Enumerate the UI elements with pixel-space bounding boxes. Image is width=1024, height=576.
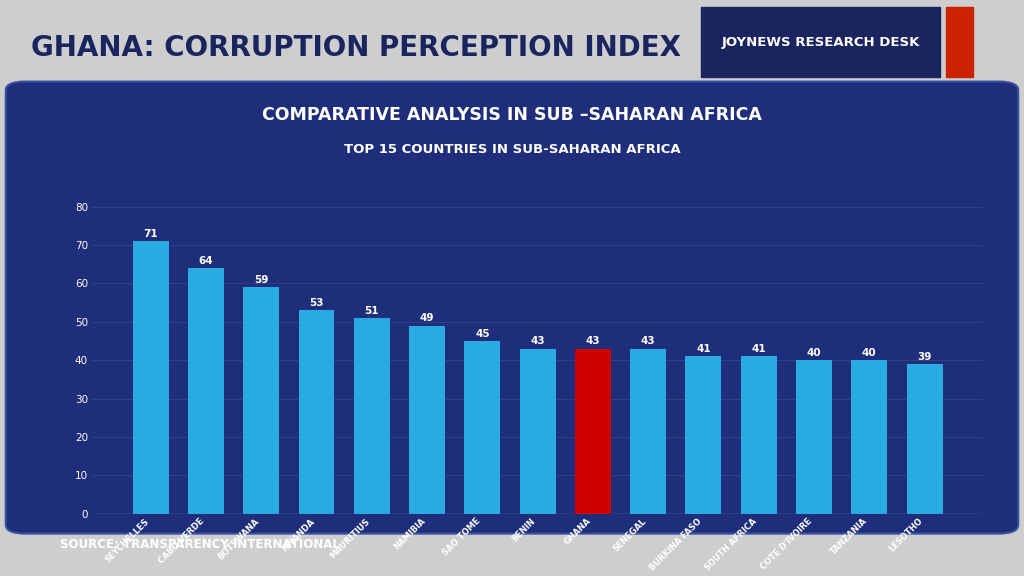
Bar <box>796 360 831 514</box>
Text: 41: 41 <box>752 344 766 354</box>
Text: 40: 40 <box>807 348 821 358</box>
Bar <box>244 287 280 514</box>
Text: COMPARATIVE ANALYSIS IN SUB –SAHARAN AFRICA: COMPARATIVE ANALYSIS IN SUB –SAHARAN AFR… <box>262 105 762 124</box>
Bar <box>409 325 445 514</box>
Bar <box>188 268 224 514</box>
Bar <box>299 310 335 514</box>
Text: 64: 64 <box>199 256 213 266</box>
Bar <box>133 241 169 514</box>
FancyBboxPatch shape <box>946 7 973 77</box>
Text: 43: 43 <box>641 336 655 346</box>
Bar <box>574 348 611 514</box>
Text: 39: 39 <box>918 352 932 362</box>
Text: GHANA: CORRUPTION PERCEPTION INDEX: GHANA: CORRUPTION PERCEPTION INDEX <box>31 35 681 62</box>
Bar <box>685 357 722 514</box>
FancyBboxPatch shape <box>6 82 1018 533</box>
Bar <box>851 360 887 514</box>
Text: 49: 49 <box>420 313 434 323</box>
Text: SOURCE: TRANSPARENCY INTERNATIONAL: SOURCE: TRANSPARENCY INTERNATIONAL <box>59 537 340 551</box>
Text: 71: 71 <box>143 229 158 239</box>
Text: 59: 59 <box>254 275 268 285</box>
Text: POWERED BY: POWERED BY <box>802 0 861 2</box>
Bar <box>353 318 390 514</box>
Bar <box>740 357 776 514</box>
Bar <box>630 348 667 514</box>
Bar <box>519 348 556 514</box>
Text: 43: 43 <box>530 336 545 346</box>
Text: 43: 43 <box>586 336 600 346</box>
Text: 41: 41 <box>696 344 711 354</box>
Text: 53: 53 <box>309 298 324 308</box>
Text: 40: 40 <box>862 348 877 358</box>
Text: TOP 15 COUNTRIES IN SUB-SAHARAN AFRICA: TOP 15 COUNTRIES IN SUB-SAHARAN AFRICA <box>344 143 680 156</box>
FancyBboxPatch shape <box>701 7 940 77</box>
Bar <box>464 341 501 514</box>
Text: JOYNEWS RESEARCH DESK: JOYNEWS RESEARCH DESK <box>722 36 920 48</box>
Bar <box>906 364 942 514</box>
Text: 51: 51 <box>365 306 379 316</box>
Text: 45: 45 <box>475 329 489 339</box>
